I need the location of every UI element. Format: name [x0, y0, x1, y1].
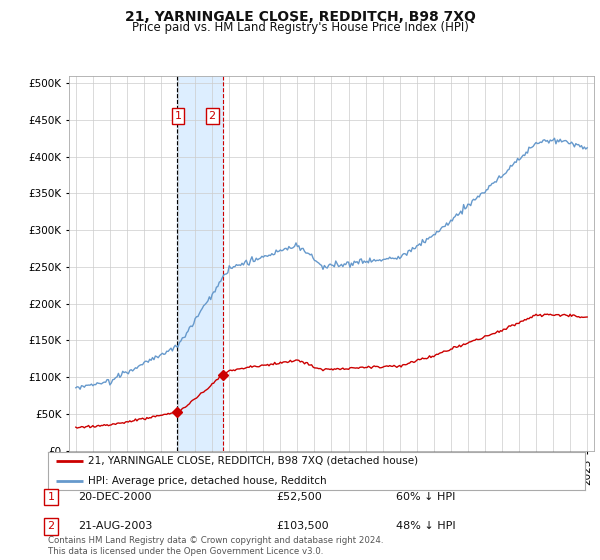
- Text: 2: 2: [47, 521, 55, 531]
- Text: £52,500: £52,500: [276, 492, 322, 502]
- Text: 1: 1: [47, 492, 55, 502]
- Text: 21, YARNINGALE CLOSE, REDDITCH, B98 7XQ: 21, YARNINGALE CLOSE, REDDITCH, B98 7XQ: [125, 10, 475, 24]
- Text: Contains HM Land Registry data © Crown copyright and database right 2024.
This d: Contains HM Land Registry data © Crown c…: [48, 536, 383, 556]
- Text: 48% ↓ HPI: 48% ↓ HPI: [396, 521, 455, 531]
- Text: 60% ↓ HPI: 60% ↓ HPI: [396, 492, 455, 502]
- Text: £103,500: £103,500: [276, 521, 329, 531]
- Text: 21-AUG-2003: 21-AUG-2003: [78, 521, 152, 531]
- Bar: [178, 76, 223, 451]
- Text: 21, YARNINGALE CLOSE, REDDITCH, B98 7XQ (detached house): 21, YARNINGALE CLOSE, REDDITCH, B98 7XQ …: [88, 456, 418, 466]
- Text: Price paid vs. HM Land Registry's House Price Index (HPI): Price paid vs. HM Land Registry's House …: [131, 21, 469, 34]
- Text: 1: 1: [175, 111, 182, 121]
- Text: HPI: Average price, detached house, Redditch: HPI: Average price, detached house, Redd…: [88, 476, 327, 486]
- Text: 2: 2: [209, 111, 216, 121]
- Text: 20-DEC-2000: 20-DEC-2000: [78, 492, 151, 502]
